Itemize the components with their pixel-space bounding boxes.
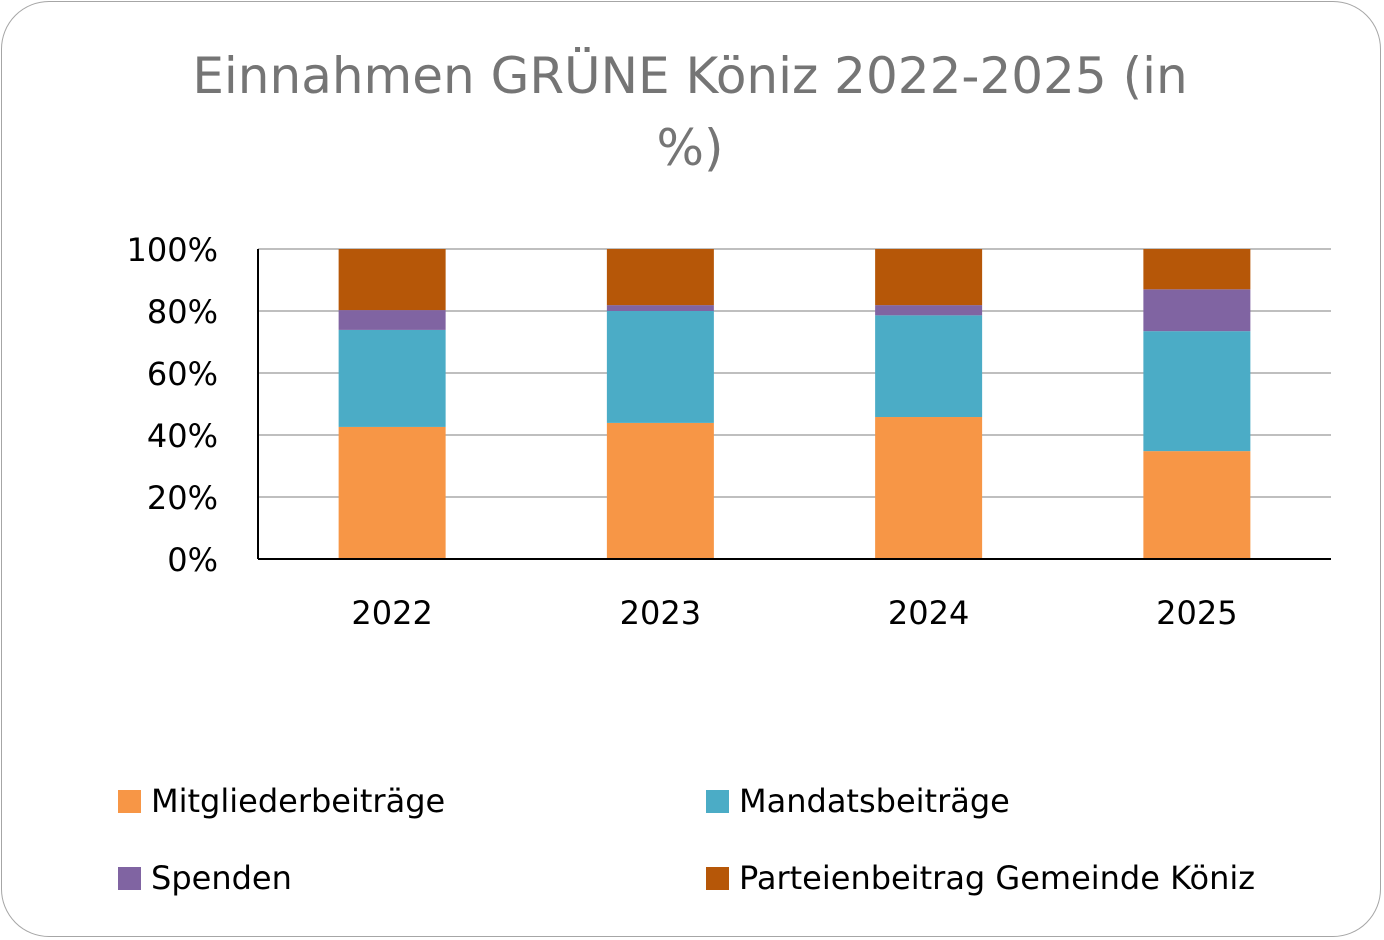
chart-title: Einnahmen GRÜNE Köniz 2022-2025 (in %) (140, 40, 1240, 184)
bar-segment (875, 249, 983, 306)
legend-item-parteienbeitrag: Parteienbeitrag Gemeinde Köniz (706, 859, 1255, 897)
chart-title-line-2: %) (656, 119, 724, 177)
legend-swatch (706, 866, 729, 890)
legend-swatch (118, 866, 141, 890)
y-tick-label: 20% (147, 479, 218, 517)
bar-segment (875, 315, 983, 418)
bar-segment (606, 311, 714, 423)
bar-segment (338, 249, 446, 311)
bar-segment (338, 329, 446, 427)
legend-label: Parteienbeitrag Gemeinde Köniz (739, 859, 1256, 897)
legend-swatch (118, 789, 141, 813)
y-tick-label: 100% (127, 231, 218, 269)
bar-segment (1143, 249, 1251, 290)
bar-segment (1143, 331, 1251, 452)
legend-label: Mandatsbeiträge (739, 782, 1010, 820)
y-tick-label: 40% (147, 417, 218, 455)
bar-segment (606, 249, 714, 306)
legend-label: Spenden (151, 859, 292, 897)
y-tick-label: 80% (147, 293, 218, 331)
legend-label: Mitgliederbeiträge (151, 782, 446, 820)
bar-segment (606, 422, 714, 559)
legend-swatch (706, 789, 729, 813)
bar-segment (875, 417, 983, 559)
bar-segment (338, 426, 446, 559)
bar-segment (338, 310, 446, 330)
legend-item-mitgliederbeitraege: Mitgliederbeiträge (118, 782, 445, 820)
bar-segment (1143, 451, 1251, 559)
x-tick-label: 2023 (620, 594, 701, 632)
legend-item-spenden: Spenden (118, 859, 292, 897)
x-tick-label: 2022 (351, 594, 432, 632)
chart-title-line-1: Einnahmen GRÜNE Köniz 2022-2025 (in (192, 47, 1188, 105)
y-tick-label: 60% (147, 355, 218, 393)
y-tick-label: 0% (167, 541, 218, 579)
bar-segment (606, 305, 714, 311)
legend-item-mandatsbeitraege: Mandatsbeiträge (706, 782, 1010, 820)
bar-segment (875, 305, 983, 316)
x-tick-label: 2024 (888, 594, 969, 632)
bar-segment (1143, 289, 1251, 332)
x-tick-label: 2025 (1156, 594, 1237, 632)
